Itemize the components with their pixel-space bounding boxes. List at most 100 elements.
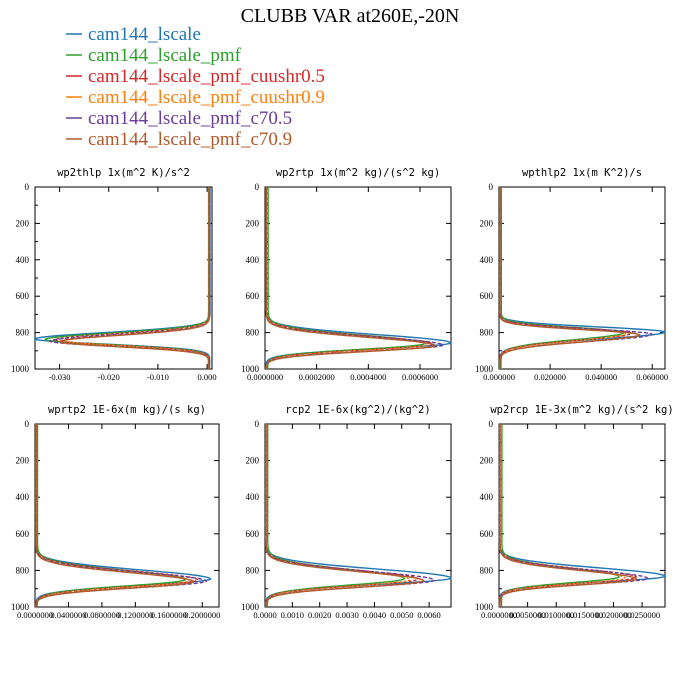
legend-entry: cam144_lscale_pmf_c70.9 <box>66 129 292 150</box>
x-tick-label: 0.0150000 <box>567 610 603 620</box>
series-line <box>265 187 429 369</box>
series-line <box>35 424 195 607</box>
series-line <box>266 424 406 607</box>
y-tick-label: 1000 <box>241 364 260 374</box>
series-line <box>499 187 654 369</box>
x-tick-label: 0.0200000 <box>595 610 631 620</box>
series-line <box>53 187 211 369</box>
x-tick-label: 0.0006000 <box>402 372 438 382</box>
y-tick-label: 400 <box>16 492 30 502</box>
x-tick-label: 0.0800000 <box>84 610 120 620</box>
series-line <box>35 424 200 607</box>
y-tick-label: 600 <box>480 529 494 539</box>
y-tick-label: 600 <box>16 291 30 301</box>
legend-label: cam144_lscale_pmf_c70.5 <box>88 108 292 129</box>
chart-panel: wp2rtp 1x(m^2 kg)/(s^2 kg) 0 200 400 600 800 1… <box>241 167 453 382</box>
x-tick-label: 0.0002000 <box>299 372 335 382</box>
x-tick-label: 0.020000 <box>534 372 566 382</box>
x-tick-label: 0.0060 <box>417 610 440 620</box>
panel-title: wp2thlp 1x(m^2 K)/s^2 <box>57 167 190 179</box>
x-tick-label: 0.2000000 <box>184 610 220 620</box>
x-tick-label: -0.010 <box>147 372 169 382</box>
x-tick-label: 0.0010 <box>281 610 304 620</box>
chart-panel: wp2rcp 1E-3x(m^2 kg)/(s^2 kg) 0 200 400 600 8… <box>475 404 674 620</box>
y-tick-label: 0 <box>255 182 260 192</box>
y-tick-label: 1000 <box>11 364 30 374</box>
y-tick-label: 800 <box>480 328 494 338</box>
x-tick-label: 0.060000 <box>636 372 668 382</box>
panel-title: wp2rtp 1x(m^2 kg)/(s^2 kg) <box>276 167 440 179</box>
x-tick-label: -0.020 <box>98 372 120 382</box>
series-line <box>500 424 620 607</box>
y-tick-label: 800 <box>246 565 260 575</box>
series-line <box>35 424 191 607</box>
chart-panel: wp2thlp 1x(m^2 K)/s^2 0 200 400 600 800 1000 -0… <box>11 167 217 382</box>
y-tick-label: 0 <box>25 419 30 429</box>
x-tick-label: 0.0020 <box>308 610 331 620</box>
y-tick-label: 0 <box>489 419 494 429</box>
y-tick-label: 400 <box>246 492 260 502</box>
y-tick-label: 800 <box>246 328 260 338</box>
legend-label: cam144_lscale_pmf_c70.9 <box>88 129 292 150</box>
x-tick-label: 0.0000000 <box>481 610 517 620</box>
x-tick-label: 0.0050 <box>390 610 413 620</box>
x-tick-label: 0.0400000 <box>50 610 86 620</box>
legend-label: cam144_lscale_pmf <box>88 45 242 66</box>
x-tick-label: -0.030 <box>49 372 71 382</box>
y-tick-label: 200 <box>16 218 30 228</box>
x-tick-label: 0.0000000 <box>247 372 283 382</box>
series-line <box>499 187 641 369</box>
x-tick-label: 0.0000000 <box>17 610 53 620</box>
x-tick-label: 0.0000 <box>253 610 276 620</box>
x-tick-label: 0.0050000 <box>510 610 546 620</box>
series-line <box>498 424 649 607</box>
series-line <box>35 424 208 607</box>
y-tick-label: 1000 <box>475 602 494 612</box>
panel-title: wp2rcp 1E-3x(m^2 kg)/(s^2 kg) <box>490 404 673 416</box>
chart-panel: wpthlp2 1x(m K^2)/s 0 200 400 600 800 10000.00… <box>475 167 668 382</box>
y-tick-label: 800 <box>16 565 30 575</box>
legend-entry: cam144_lscale_pmf_cuushr0.9 <box>66 87 325 108</box>
y-tick-label: 0 <box>489 182 494 192</box>
y-tick-label: 1000 <box>241 602 260 612</box>
x-tick-label: 0.1600000 <box>151 610 187 620</box>
chart-panel: wprtp2 1E-6x(m kg)/(s kg) 0 200 400 600 800 10… <box>11 404 220 620</box>
x-tick-label: 0.0004000 <box>350 372 386 382</box>
x-tick-label: 0.1200000 <box>117 610 153 620</box>
legend-entry: cam144_lscale_pmf <box>66 45 242 66</box>
legend-entry: cam144_lscale <box>66 24 201 45</box>
series-line <box>265 424 420 608</box>
y-tick-label: 400 <box>16 255 30 265</box>
series-line <box>499 187 628 369</box>
y-tick-label: 600 <box>16 529 30 539</box>
series-line <box>499 424 638 607</box>
y-tick-label: 600 <box>246 529 260 539</box>
panel-title: wpthlp2 1x(m K^2)/s <box>522 167 642 179</box>
y-tick-label: 600 <box>480 291 494 301</box>
y-tick-label: 200 <box>480 456 494 466</box>
legend: cam144_lscalecam144_lscale_pmfcam144_lsc… <box>66 24 325 150</box>
series-line <box>48 187 211 369</box>
legend-label: cam144_lscale <box>88 24 201 45</box>
series-line <box>36 424 187 608</box>
series-line <box>265 187 434 369</box>
legend-label: cam144_lscale_pmf_cuushr0.9 <box>88 87 325 108</box>
series-line <box>265 187 437 370</box>
series-line <box>499 424 638 607</box>
panel-title: wprtp2 1E-6x(m kg)/(s kg) <box>48 404 206 416</box>
legend-label: cam144_lscale_pmf_cuushr0.5 <box>88 66 325 87</box>
x-tick-label: 0.0250000 <box>624 610 660 620</box>
series-line <box>498 424 667 607</box>
legend-entry: cam144_lscale_pmf_c70.5 <box>66 108 292 129</box>
y-tick-label: 400 <box>480 255 494 265</box>
x-tick-label: 0.0100000 <box>538 610 574 620</box>
legend-entry: cam144_lscale_pmf_cuushr0.5 <box>66 66 325 87</box>
y-tick-label: 200 <box>246 456 260 466</box>
y-tick-label: 200 <box>480 218 494 228</box>
y-tick-label: 1000 <box>11 602 30 612</box>
y-tick-label: 800 <box>480 565 494 575</box>
y-tick-label: 600 <box>246 291 260 301</box>
figure-title: CLUBB VAR at260E,-20N <box>241 5 460 27</box>
x-tick-label: 0.000000 <box>483 372 515 382</box>
